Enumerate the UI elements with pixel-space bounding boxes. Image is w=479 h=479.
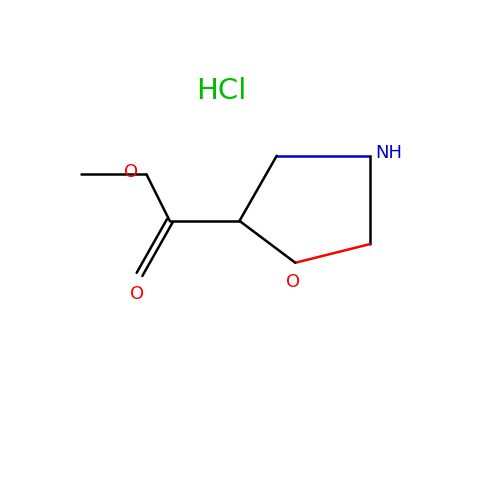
Text: NH: NH [376,145,402,162]
Text: O: O [286,273,300,291]
Text: HCl: HCl [196,77,246,105]
Text: O: O [124,163,138,181]
Text: O: O [130,285,144,303]
